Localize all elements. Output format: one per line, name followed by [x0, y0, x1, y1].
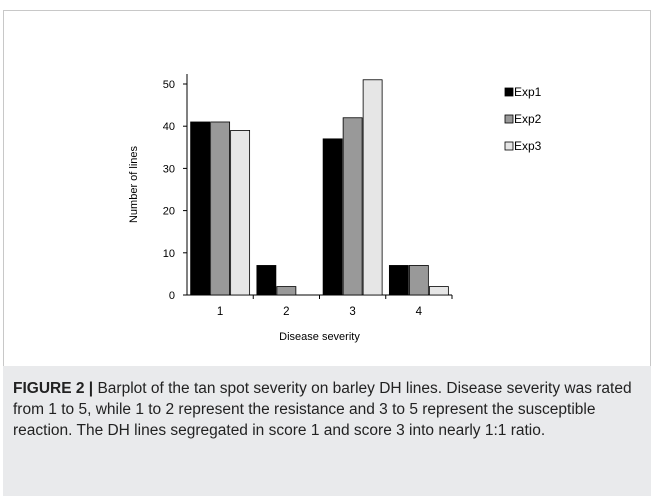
bar-chart: 0 10 20 30 40 50 1 2 3 4 Disease severity Number of… — [128, 74, 542, 343]
chart-legend: Exp1 Exp2 Exp3 — [504, 85, 542, 153]
bar-exp3-cat-4 — [428, 286, 449, 296]
x-tick-label: 1 — [217, 306, 223, 318]
figure-caption-lead: FIGURE 2 | — [13, 380, 94, 397]
y-tick-label: 10 — [163, 248, 175, 260]
figure-caption: FIGURE 2 | Barplot of the tan spot sever… — [13, 378, 641, 441]
legend-swatch-exp3 — [504, 141, 514, 151]
x-tick-label: 4 — [416, 306, 423, 318]
bar-exp2-cat-2 — [276, 286, 297, 296]
legend-label-exp1: Exp1 — [514, 85, 542, 99]
legend-label-exp2: Exp2 — [514, 112, 542, 126]
bar-exp1-cat-1 — [190, 121, 211, 296]
x-axis-label: Disease severity — [279, 331, 360, 343]
bar-exp1-cat-3 — [322, 138, 343, 296]
figure-caption-text: Barplot of the tan spot severity on barl… — [13, 380, 632, 439]
y-tick-label: 20 — [163, 206, 175, 218]
bar-exp2-cat-1 — [210, 121, 231, 296]
chart-labels: 0 10 20 30 40 50 1 2 3 4 Disease severity Number of… — [128, 79, 423, 343]
y-tick-label: 30 — [163, 163, 175, 175]
legend-swatch-exp1 — [504, 87, 514, 97]
bar-exp2-cat-4 — [408, 265, 429, 296]
x-tick-label: 2 — [283, 306, 289, 318]
y-tick-label: 40 — [163, 121, 175, 133]
y-axis-label: Number of lines — [128, 145, 140, 223]
chart-bars — [190, 79, 449, 296]
figure-caption-box: FIGURE 2 | Barplot of the tan spot sever… — [3, 366, 651, 496]
y-tick-label: 0 — [169, 290, 175, 302]
bar-exp1-cat-2 — [256, 265, 277, 296]
legend-label-exp3: Exp3 — [514, 139, 542, 153]
bar-exp1-cat-4 — [388, 265, 409, 296]
x-tick-label: 3 — [349, 306, 355, 318]
bar-exp3-cat-3 — [362, 79, 383, 296]
bar-exp2-cat-3 — [342, 117, 363, 296]
legend-swatch-exp2 — [504, 114, 514, 124]
y-tick-label: 50 — [163, 79, 175, 91]
bar-exp3-cat-1 — [230, 130, 251, 296]
